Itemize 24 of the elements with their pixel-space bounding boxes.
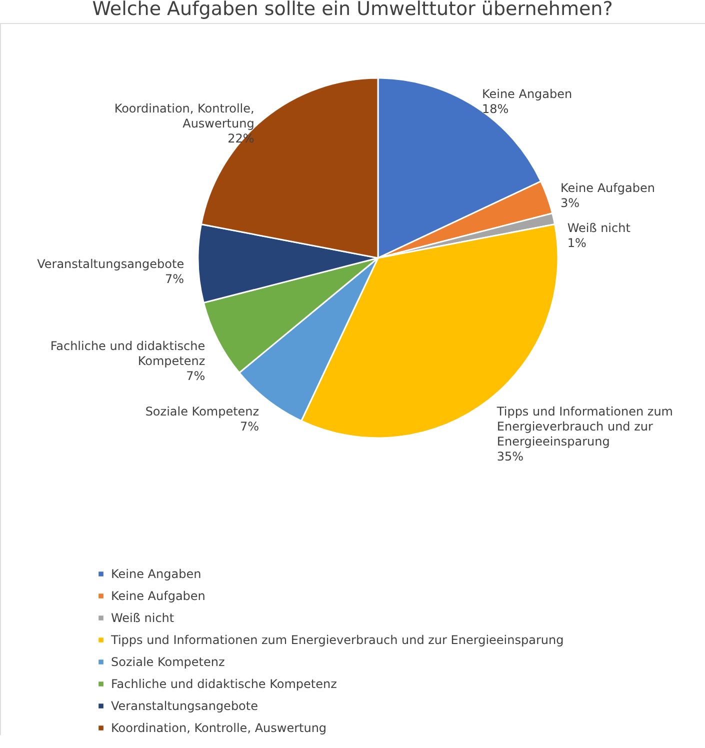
legend-label: Koordination, Kontrolle, Auswertung: [111, 721, 327, 735]
legend-label: Soziale Kompetenz: [111, 655, 225, 669]
data-label: 7%: [240, 419, 260, 434]
slice-label: Soziale Kompetenz: [145, 404, 260, 418]
slice-label: Veranstaltungsangebote: [37, 257, 184, 272]
legend-label: Fachliche und didaktische Kompetenz: [111, 677, 337, 691]
slice-label: Keine Angaben: [482, 87, 572, 102]
data-label: 1%: [567, 236, 586, 250]
data-label: 7%: [186, 369, 206, 384]
data-label: 35%: [496, 449, 524, 464]
legend-label: Weiß nicht: [111, 611, 174, 625]
data-label: 18%: [482, 102, 509, 116]
data-label: 7%: [165, 272, 184, 286]
slice-label: Keine Aufgaben: [560, 181, 655, 196]
chart-title: Welche Aufgaben sollte ein Umwelttutor übernehmen?: [92, 0, 613, 20]
legend-label: Veranstaltungsangebote: [111, 699, 258, 713]
slice-label: Koordination, Kontrolle, Auswertung: [114, 102, 254, 131]
legend-label: Keine Angaben: [111, 567, 202, 581]
legend-label: Keine Aufgaben: [111, 589, 206, 603]
slice-label: Fachliche und didaktische Kompetenz: [50, 339, 206, 368]
legend-label: Tipps und Informationen zum Energieverbrauch und zur Energieeinsparung: [110, 633, 564, 647]
slice-label: Tipps und Informationen zum Energieverbrauch und zur Energieeinsparung: [496, 404, 674, 448]
data-label: 3%: [560, 196, 580, 210]
slice-label: Weiß nicht: [567, 221, 631, 236]
